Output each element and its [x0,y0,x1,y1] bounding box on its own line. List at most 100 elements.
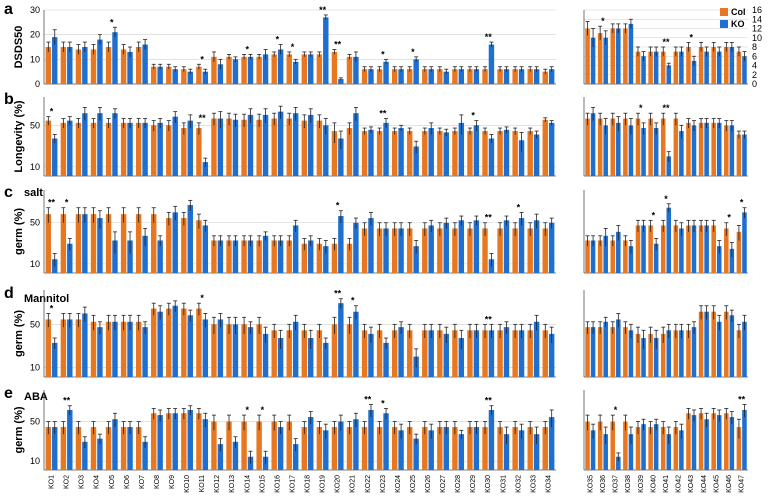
bar-d-ko-KO46 [729,315,735,377]
bar-e-col-KO4 [90,427,97,470]
y-axis-label-e: germ (%) [13,406,25,453]
bar-a-ko-KO32 [518,69,525,84]
bar-d-ko-KO17 [292,321,299,377]
bar-e-ko-KO30 [488,409,495,470]
significance-c-KO2: * [65,198,69,208]
bar-c-ko-KO15 [262,235,269,273]
bar-c-ko-KO43 [691,225,697,273]
bar-d-ko-KO14 [247,327,254,377]
bar-d-ko-KO29 [473,330,480,377]
bar-d-col-KO38 [623,327,628,377]
bar-d-col-KO2 [60,319,67,377]
bar-d-col-KO24 [391,330,398,377]
bar-d-col-KO33 [527,330,533,377]
x-tick-KO20: KO20 [335,475,342,493]
bar-d-ko-KO31 [503,327,510,377]
x-tick-KO4: KO4 [94,475,101,489]
bar-b-ko-KO6 [127,122,133,176]
x-tick-KO24: KO24 [395,475,402,493]
significance-d-KO21: * [351,296,355,306]
y-tick-a-right-0: 0 [752,79,757,89]
significance-c-KO30: ** [485,213,493,223]
legend-swatch-col [720,8,728,16]
bar-e-ko-KO33 [533,434,540,470]
bar-e-col-KO35 [585,421,590,470]
panel-letter-b: b [4,91,14,108]
bar-e-col-KO47 [736,427,742,470]
treatment-label-e: ABA [24,391,48,403]
significance-c-KO47: * [740,198,744,208]
bar-d-col-KO17 [286,330,292,377]
bar-e-ko-KO29 [473,427,480,470]
bar-b-col-KO43 [686,122,691,176]
bar-c-col-KO18 [301,243,308,273]
significance-a-KO30: ** [485,32,493,42]
x-tick-KO15: KO15 [259,475,266,493]
bar-d-col-KO15 [256,324,262,377]
bar-b-ko-KO32 [518,140,525,176]
bar-a-ko-KO38 [628,23,634,84]
significance-d-KO30: ** [485,314,493,324]
x-tick-KO17: KO17 [289,475,296,493]
bar-e-ko-KO23 [383,413,389,470]
bar-a-ko-KO45 [716,51,722,84]
bar-b-col-KO11 [196,128,202,176]
bar-e-col-KO15 [256,421,262,470]
bar-e-ko-KO18 [308,417,314,470]
bar-c-col-KO16 [271,240,277,273]
bar-a-ko-KO16 [277,49,284,84]
bar-b-col-KO36 [597,118,603,176]
bar-c-ko-KO39 [641,225,646,273]
significance-d-KO1: * [50,303,54,313]
bar-b-col-KO7 [135,122,142,176]
bar-b-col-KO17 [286,118,292,176]
bar-e-col-KO25 [407,427,413,470]
bar-e-col-KO41 [660,427,666,470]
bar-c-ko-KO13 [232,240,239,273]
bar-a-ko-KO8 [157,66,163,84]
x-tick-KO33: KO33 [530,475,537,493]
bar-e-ko-KO20 [338,421,344,470]
x-tick-KO27: KO27 [440,475,447,493]
bar-c-ko-KO40 [653,243,659,273]
bar-b-ko-KO34 [548,122,555,176]
treatment-label-d: Mannitol [24,293,69,305]
bar-c-col-KO13 [226,240,232,273]
bar-b-ko-KO22 [368,129,374,176]
bar-d-ko-KO39 [641,338,646,377]
bar-e-ko-KO10 [187,409,193,470]
bar-b-ko-KO35 [590,113,596,176]
bar-b-ko-KO26 [428,128,434,176]
y-tick-a-left-2: 20 [30,30,40,40]
bar-c-col-KO12 [211,240,217,273]
bar-c-ko-KO44 [704,225,709,273]
bar-e-ko-KO22 [368,409,374,470]
bar-e-ko-KO36 [603,434,608,470]
bar-c-ko-KO38 [628,246,634,273]
x-tick-KO29: KO29 [470,475,477,493]
bar-c-ko-KO27 [443,222,449,273]
legend-label-col: Col [731,7,746,17]
bar-a-ko-KO44 [704,51,709,84]
bar-d-ko-KO41 [666,330,672,377]
bar-d-ko-KO2 [67,319,73,377]
bar-d-col-KO3 [75,319,82,377]
bar-e-col-KO28 [452,427,458,470]
bar-c-ko-KO7 [142,235,148,273]
bar-b-col-KO16 [271,118,277,176]
bar-e-ko-KO37 [616,456,621,470]
bar-c-col-KO5 [105,214,112,273]
bar-d-col-KO9 [166,308,172,377]
significance-e-KO14: * [246,405,250,415]
x-tick-KO30: KO30 [485,475,492,493]
bar-e-col-KO40 [648,427,653,470]
bar-c-col-KO40 [648,225,653,273]
bar-e-col-KO34 [542,427,548,470]
bar-e-col-KO7 [135,427,142,470]
bar-d-ko-KO37 [616,319,621,377]
significance-d-KO11: * [200,293,204,303]
bar-b-col-KO42 [673,118,679,176]
y-axis-label-d: germ (%) [13,310,25,357]
bar-e-ko-KO31 [503,434,510,470]
bar-c-ko-KO46 [729,248,735,273]
